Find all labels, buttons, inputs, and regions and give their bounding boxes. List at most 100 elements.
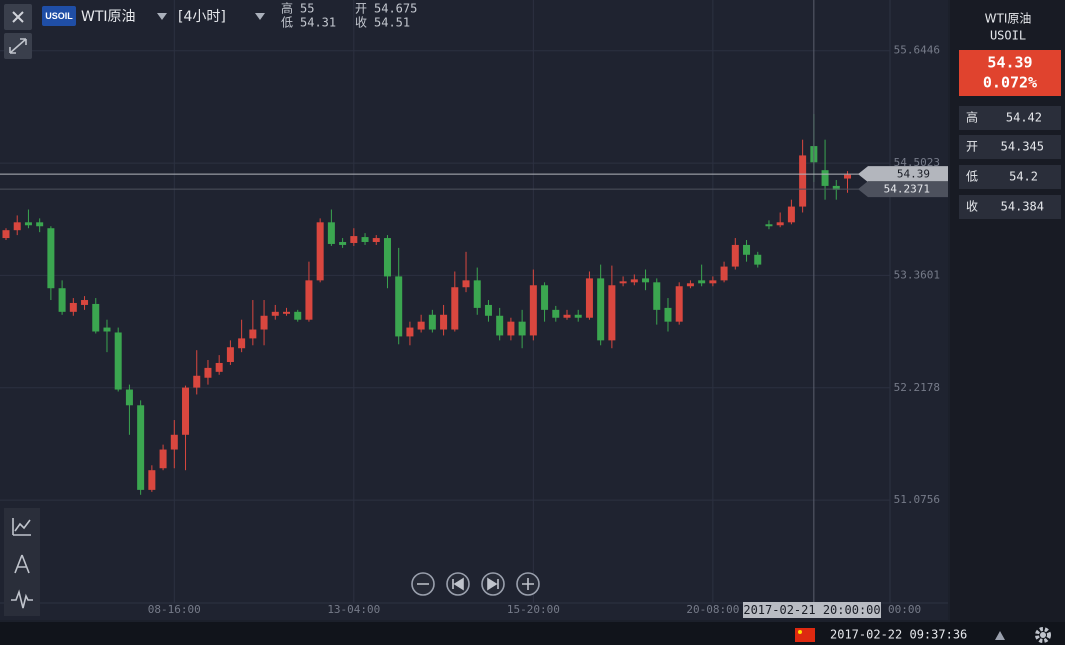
candle-body <box>36 222 44 227</box>
candle-body <box>125 389 133 406</box>
x-tick-label: 13-04:00 <box>327 603 380 616</box>
y-tick-label: 55.6446 <box>894 44 940 57</box>
plot: 55.6446 54.5023 53.3601 52.2178 51.0756 08-16… <box>0 0 948 618</box>
dropdown-arrow[interactable] <box>157 13 167 20</box>
candle-body <box>529 285 537 336</box>
candle-body <box>406 327 414 337</box>
ohlc-label: 开 <box>355 2 367 16</box>
candle-body <box>372 238 380 242</box>
candle-body <box>664 307 672 322</box>
candle-body <box>327 222 335 244</box>
candle-body <box>799 155 807 207</box>
candle-body <box>473 280 481 308</box>
x-tick-label: 08-16:00 <box>148 603 201 616</box>
price-tag <box>858 166 948 183</box>
candle-body <box>283 311 290 314</box>
candle-body <box>361 237 369 242</box>
candle-body <box>417 321 425 330</box>
candle-body <box>541 285 549 310</box>
candle-body <box>630 279 638 283</box>
stat-value: 54.2 <box>1009 170 1038 184</box>
candle-body <box>58 288 66 312</box>
interval[interactable]: [4小时] <box>178 9 226 25</box>
candle-body <box>81 300 89 305</box>
candle-body <box>271 311 279 316</box>
candle-body <box>350 236 358 243</box>
price-box <box>959 50 1061 96</box>
candle-body <box>585 278 593 318</box>
candle-body <box>92 303 100 332</box>
candle-body <box>114 332 122 390</box>
y-tick-label: 51.0756 <box>894 493 940 506</box>
candle-body <box>238 338 246 349</box>
candle-body <box>2 230 10 239</box>
current-price: 54.39 <box>987 54 1032 72</box>
candle-body <box>574 314 582 318</box>
sidebar-code: USOIL <box>990 29 1026 43</box>
stat-row <box>959 135 1061 159</box>
candle-body <box>608 285 616 341</box>
stat-row <box>959 195 1061 219</box>
dropdown-arrow[interactable] <box>255 13 265 20</box>
candle-body <box>13 222 21 231</box>
y-tick-label: 53.3601 <box>894 268 940 281</box>
stat-value: 54.384 <box>1001 200 1044 214</box>
candle-body <box>428 314 436 330</box>
candle-body <box>743 244 751 255</box>
wave-tool[interactable] <box>11 589 33 609</box>
ohlc-label: 高 <box>281 1 293 16</box>
candle-body <box>383 238 391 277</box>
expand-arrow[interactable] <box>995 631 1005 640</box>
ohlc-value: 55 <box>300 2 314 16</box>
settings-button[interactable] <box>1035 627 1051 643</box>
settings-hub <box>1040 632 1046 638</box>
price-tag-label: 54.2371 <box>884 183 930 196</box>
candle-body <box>440 314 448 330</box>
flag-star <box>798 630 802 634</box>
price-tag <box>858 181 948 198</box>
stat-label: 收 <box>966 200 978 214</box>
candle-body <box>484 304 492 316</box>
ohlc-label: 收 <box>355 16 367 30</box>
stat-label: 高 <box>966 110 978 125</box>
candle-body <box>675 286 683 322</box>
candle-body <box>137 405 145 490</box>
candle-body <box>249 329 257 339</box>
candle-body <box>844 174 851 179</box>
sidebar-name: WTI原油 <box>985 12 1032 26</box>
x-tick-label: 00:00 <box>888 603 921 616</box>
candle-body <box>226 347 234 362</box>
indicator-tool[interactable] <box>12 518 31 536</box>
crosshair-label: 2017-02-21 20:00:00 <box>743 603 880 617</box>
candle-body <box>832 185 840 190</box>
ohlc-value: 54.675 <box>374 2 417 16</box>
candle-body <box>776 222 784 226</box>
draw-tool[interactable] <box>14 554 30 574</box>
candle-body <box>754 254 762 265</box>
candle-body <box>765 224 773 227</box>
x-tick-label: 20-08:00 <box>686 603 739 616</box>
candle-body <box>148 470 156 490</box>
symbol-name[interactable]: WTI原油 <box>81 9 136 25</box>
y-tick-label: 52.2178 <box>894 381 940 394</box>
ohlc-value: 54.31 <box>300 16 336 30</box>
candle-body <box>563 314 571 318</box>
candle-body <box>709 280 717 284</box>
candle-body <box>170 434 178 450</box>
flag <box>795 628 815 642</box>
expand-icon <box>9 38 27 54</box>
close-icon <box>12 11 24 23</box>
candle-body <box>619 281 627 284</box>
candle-body <box>496 315 504 336</box>
stat-label: 开 <box>966 140 978 154</box>
nav-icons <box>417 577 534 591</box>
candle-body <box>653 282 661 310</box>
candle-body <box>787 206 795 223</box>
candle-body <box>698 280 706 284</box>
candle-body <box>821 170 829 186</box>
sidebar <box>950 0 1065 622</box>
candle-body <box>731 244 739 267</box>
candle-body <box>159 449 167 469</box>
price-tag-label: 54.39 <box>897 168 930 181</box>
